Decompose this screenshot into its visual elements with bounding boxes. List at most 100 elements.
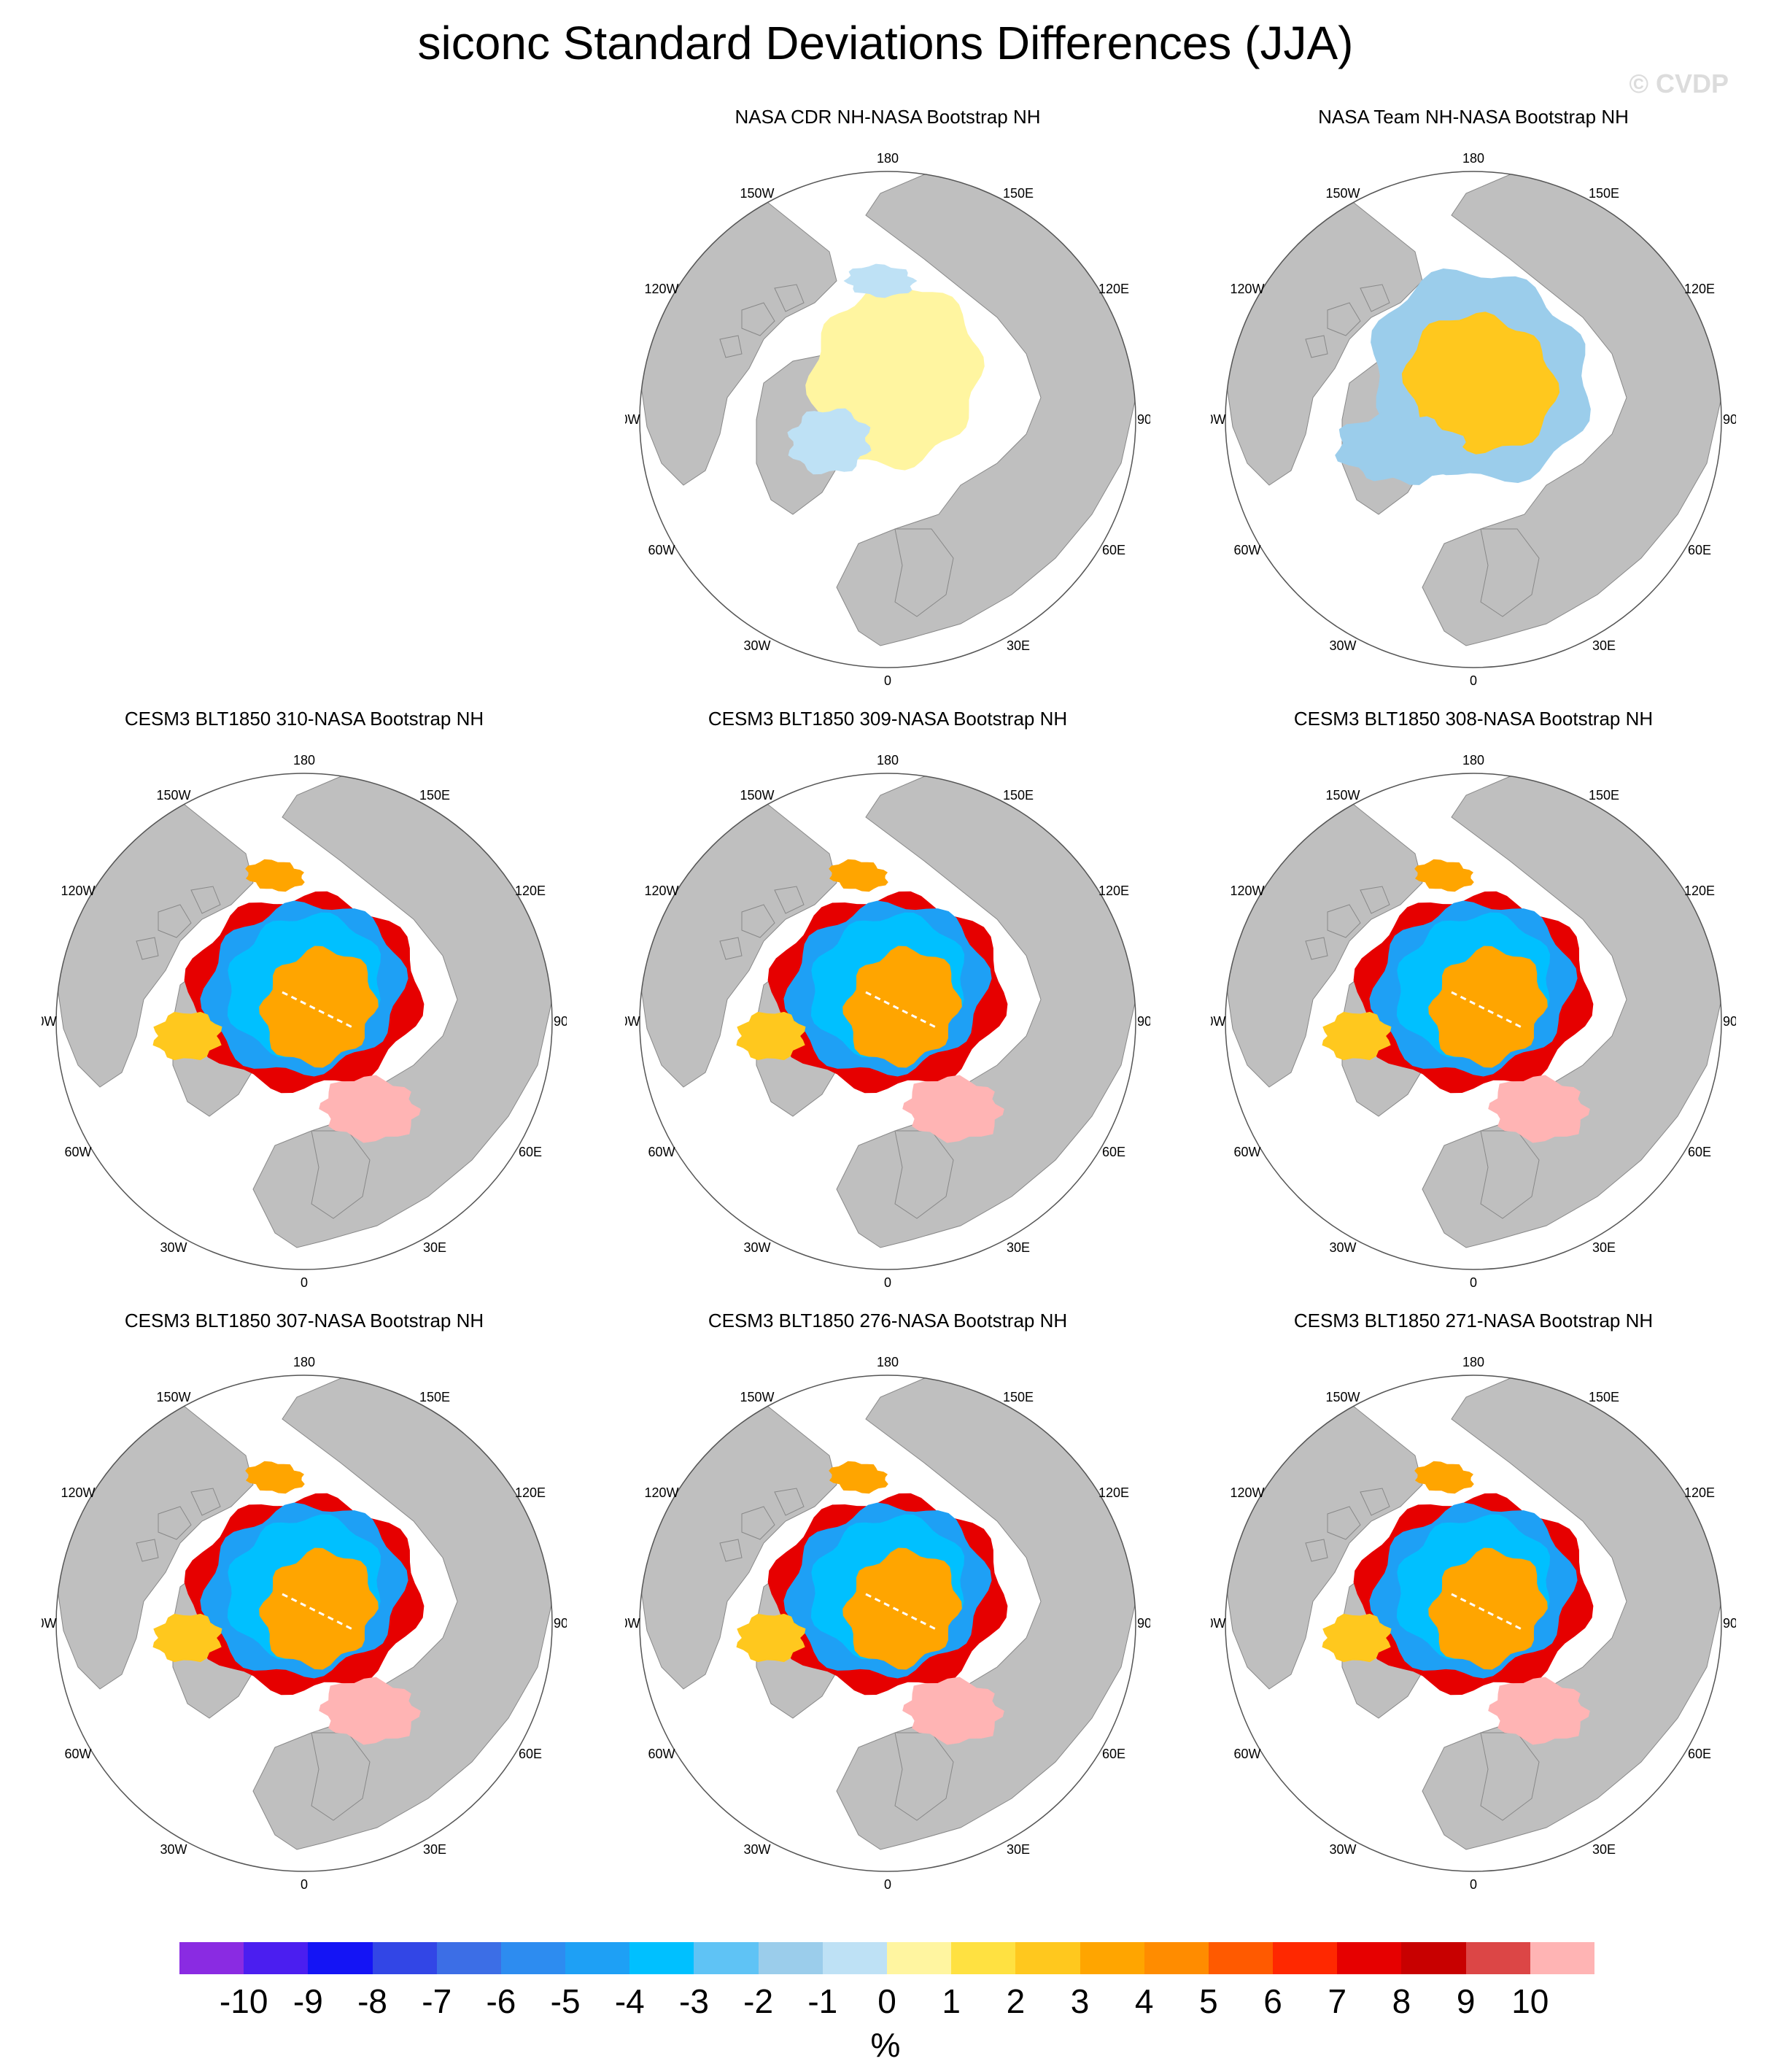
- longitude-label: 180: [293, 1355, 315, 1369]
- longitude-label: 0: [884, 1275, 891, 1290]
- land-mass: [311, 1732, 371, 1821]
- colorbar-swatch: [1401, 1942, 1467, 1974]
- land-mass: [894, 1732, 954, 1821]
- colorbar-swatch: [887, 1942, 952, 1974]
- longitude-label: 90W: [42, 1014, 57, 1029]
- map-border: [1225, 773, 1722, 1270]
- longitude-label: 180: [877, 753, 899, 768]
- longitude-label: 60W: [648, 543, 675, 557]
- longitude-label: 150W: [156, 1390, 190, 1404]
- colorbar-swatch: [436, 1942, 502, 1974]
- map-panel: CESM3 BLT1850 309-NASA Bootstrap NH 180 15…: [625, 708, 1150, 1306]
- longitude-label: 0: [1470, 1275, 1477, 1290]
- longitude-label: 90E: [1723, 1014, 1736, 1029]
- map-border: [55, 1375, 553, 1872]
- longitude-label: 180: [877, 151, 899, 166]
- panel-title: CESM3 BLT1850 271-NASA Bootstrap NH: [1293, 1310, 1654, 1331]
- longitude-label: 120E: [1684, 282, 1715, 296]
- longitude-label: 150E: [1589, 1390, 1619, 1404]
- colorbar-tick-label: 8: [1392, 1982, 1411, 2020]
- longitude-label: 60E: [1688, 1145, 1711, 1159]
- polar-map: 180 150E 120E 90E 60E 30E 0 30W 60W 90W 120W 150W: [1211, 753, 1736, 1290]
- map-panel: CESM3 BLT1850 307-NASA Bootstrap NH 180 15…: [42, 1310, 567, 1908]
- panel-title: CESM3 BLT1850 276-NASA Bootstrap NH: [708, 1310, 1068, 1331]
- polar-map: 180 150E 120E 90E 60E 30E 0 30W 60W 90W 120W 150W: [1211, 151, 1736, 688]
- land-mass: [719, 1539, 743, 1562]
- colorbar-swatch: [1144, 1942, 1209, 1974]
- longitude-label: 30W: [1329, 1240, 1356, 1255]
- longitude-label: 90W: [42, 1616, 57, 1631]
- colorbar-swatch: [758, 1942, 824, 1974]
- longitude-label: 150E: [419, 788, 450, 803]
- colorbar-swatch: [244, 1942, 309, 1974]
- land-mass: [1327, 1506, 1361, 1540]
- colorbar-unit: %: [870, 2026, 901, 2064]
- map-border: [1225, 171, 1722, 668]
- polar-map: 180 150E 120E 90E 60E 30E 0 30W 60W 90W 120W 150W: [625, 753, 1150, 1290]
- land-mass: [741, 302, 775, 336]
- colorbar-swatch: [372, 1942, 438, 1974]
- longitude-label: 90E: [1137, 1014, 1150, 1029]
- panel-title: CESM3 BLT1850 309-NASA Bootstrap NH: [708, 708, 1068, 730]
- longitude-label: 90W: [1211, 1014, 1226, 1029]
- polar-map: 180 150E 120E 90E 60E 30E 0 30W 60W 90W 120W 150W: [625, 1355, 1150, 1892]
- map-panel: NASA CDR NH-NASA Bootstrap NH 180 150E 120E…: [625, 106, 1150, 704]
- longitude-label: 60W: [648, 1145, 675, 1159]
- colorbar-swatch: [1337, 1942, 1402, 1974]
- longitude-label: 60E: [1688, 543, 1711, 557]
- land-mass: [190, 1488, 221, 1516]
- longitude-label: 30W: [1329, 1842, 1356, 1857]
- sea-ice-field: [1335, 268, 1591, 485]
- colorbar-swatch: [1273, 1942, 1338, 1974]
- colorbar-tick-label: 2: [1006, 1982, 1026, 2020]
- longitude-label: 30W: [1329, 638, 1356, 653]
- longitude-label: 120W: [644, 282, 678, 296]
- land-mass: [774, 886, 805, 914]
- colorbar-tick-label: -1: [807, 1982, 838, 2020]
- longitude-label: 30W: [160, 1842, 187, 1857]
- longitude-label: 120E: [515, 1485, 546, 1500]
- longitude-label: 180: [1462, 753, 1484, 768]
- land-mass: [1480, 528, 1540, 617]
- longitude-label: 150E: [1003, 788, 1034, 803]
- colorbar-swatch: [565, 1942, 630, 1974]
- longitude-label: 150E: [1003, 1390, 1034, 1404]
- panel-title: CESM3 BLT1850 310-NASA Bootstrap NH: [124, 708, 484, 730]
- colorbar-tick-label: -8: [357, 1982, 387, 2020]
- colorbar-tick-label: -2: [743, 1982, 774, 2020]
- longitude-label: 150W: [1325, 788, 1360, 803]
- polar-map: 180 150E 120E 90E 60E 30E 0 30W 60W 90W 120W 150W: [625, 151, 1150, 688]
- longitude-label: 120W: [1230, 282, 1264, 296]
- land-mass: [136, 937, 159, 960]
- main-title: siconc Standard Deviations Differences (…: [417, 17, 1354, 69]
- longitude-label: 30E: [1007, 1842, 1030, 1857]
- colorbar-swatch: [1015, 1942, 1081, 1974]
- longitude-label: 120W: [61, 1485, 95, 1500]
- longitude-label: 180: [877, 1355, 899, 1369]
- longitude-label: 120W: [644, 884, 678, 898]
- colorbar-tick-label: 1: [942, 1982, 961, 2020]
- colorbar-swatch: [1080, 1942, 1145, 1974]
- longitude-label: 90W: [625, 1616, 640, 1631]
- colorbar-tick-label: 3: [1070, 1982, 1090, 2020]
- colorbar-tick-label: 0: [877, 1982, 896, 2020]
- colorbar-swatch: [1208, 1942, 1274, 1974]
- longitude-label: 60W: [1233, 1747, 1260, 1761]
- land-mass: [719, 937, 743, 960]
- longitude-label: 0: [301, 1275, 308, 1290]
- land-mass: [1360, 1488, 1390, 1516]
- polar-map: 180 150E 120E 90E 60E 30E 0 30W 60W 90W 120W 150W: [1211, 1355, 1736, 1892]
- colorbar-tick-label: -10: [219, 1982, 268, 2020]
- longitude-label: 90E: [1723, 412, 1736, 427]
- colorbar: [179, 1942, 1595, 1974]
- land-mass: [894, 1130, 954, 1219]
- colorbar-tick-label: -5: [550, 1982, 581, 2020]
- colorbar-swatch: [1530, 1942, 1595, 1974]
- colorbar-swatch: [694, 1942, 759, 1974]
- longitude-label: 120W: [1230, 884, 1264, 898]
- colorbar-tick-label: 7: [1328, 1982, 1347, 2020]
- land-mass: [774, 1488, 805, 1516]
- longitude-label: 150E: [1589, 186, 1619, 201]
- land-mass: [1360, 284, 1390, 312]
- sea-ice-field: [1322, 859, 1594, 1143]
